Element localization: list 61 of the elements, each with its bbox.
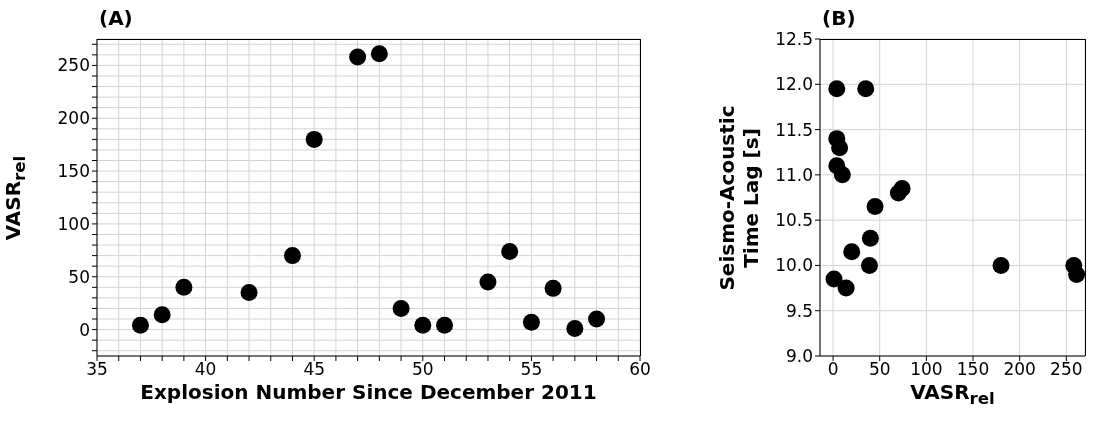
y-tick-label: 9.5 [785, 300, 813, 321]
point [131, 316, 149, 334]
x-axis-title: VASR$_{rel}$ [909, 380, 996, 408]
point [588, 310, 606, 328]
point [414, 316, 432, 334]
x-tick-label: 50 [411, 359, 434, 380]
point [843, 243, 861, 261]
y-tick-label: 12.5 [775, 29, 813, 50]
point [825, 270, 843, 288]
y-tick-label: 12.0 [775, 74, 813, 95]
point [1068, 265, 1085, 283]
point [893, 179, 911, 197]
y-tick-label: 50 [68, 266, 90, 287]
point [866, 198, 884, 216]
point [240, 284, 258, 302]
chart-title: (A) [99, 5, 133, 31]
x-tick-label: 150 [956, 359, 990, 380]
point [392, 299, 410, 317]
point [283, 247, 301, 265]
point [436, 316, 454, 334]
x-tick-label: 200 [1003, 359, 1036, 380]
y-tick-label: 0 [79, 319, 90, 340]
point [305, 130, 323, 148]
chart-title: (B) [822, 5, 856, 31]
y-tick-label: 200 [57, 108, 90, 129]
x-axis-title: Explosion Number Since December 2011 [139, 380, 598, 404]
y-tick-label: 100 [57, 213, 90, 234]
point [992, 256, 1010, 274]
point [833, 166, 851, 184]
y-tick-label: 150 [57, 161, 90, 182]
point [831, 139, 849, 157]
x-tick-label: 0 [827, 359, 839, 380]
point [522, 313, 540, 331]
y-tick-label: 10.5 [775, 210, 813, 231]
y-tick-label: 11.0 [775, 164, 813, 185]
point [370, 45, 388, 63]
point [861, 229, 879, 247]
point [828, 80, 846, 98]
y-tick-label: 10.0 [775, 255, 813, 276]
point [566, 320, 584, 338]
y-axis-title: Seismo-Acoustic Time Lag [s] [715, 104, 763, 291]
x-tick-label: 35 [86, 359, 108, 380]
x-tick-label: 60 [629, 359, 651, 380]
point [857, 80, 875, 98]
point [153, 306, 171, 324]
point [544, 279, 562, 297]
x-tick-label: 55 [520, 359, 543, 380]
point [837, 279, 855, 297]
point [860, 256, 878, 274]
y-tick-label: 11.5 [775, 119, 813, 140]
y-tick-label: 250 [57, 55, 90, 76]
x-tick-label: 100 [910, 359, 943, 380]
x-tick-label: 250 [1050, 359, 1083, 380]
point [175, 278, 193, 296]
point [479, 273, 497, 291]
point [501, 242, 519, 260]
y-tick-label: 9.0 [785, 346, 813, 367]
x-tick-label: 50 [868, 359, 891, 380]
point [349, 48, 367, 66]
x-tick-label: 40 [194, 359, 217, 380]
x-tick-label: 45 [303, 359, 326, 380]
